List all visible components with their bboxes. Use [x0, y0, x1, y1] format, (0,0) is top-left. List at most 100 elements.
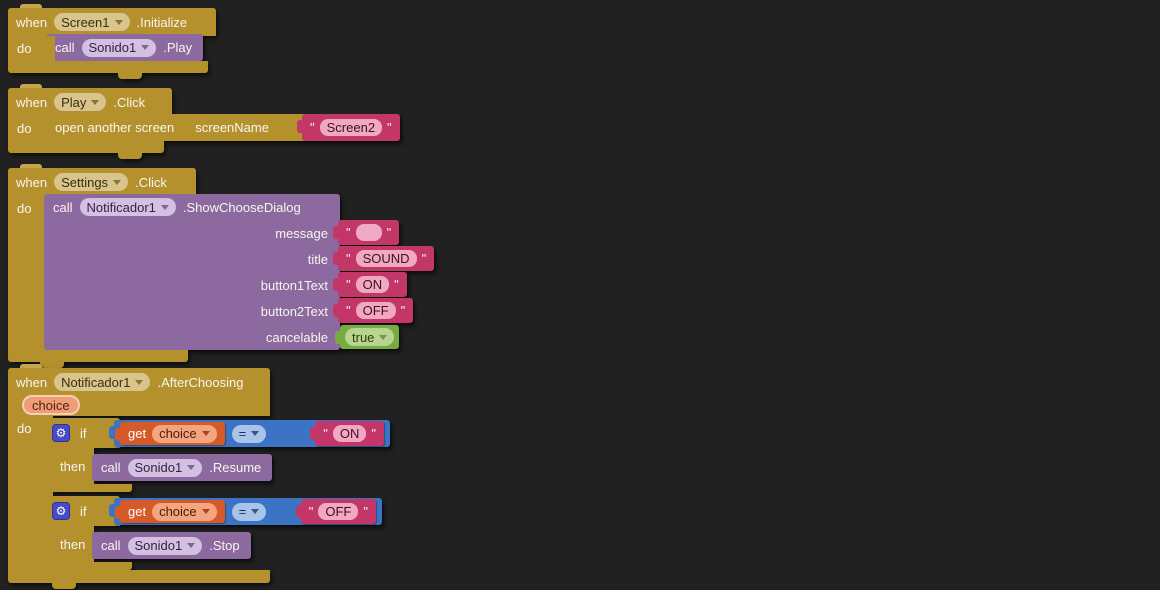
event-block-play-click[interactable]: when Play .Click open another screen scr… — [8, 84, 423, 170]
on-text-input[interactable]: ON — [332, 425, 367, 442]
screen2-text-input[interactable]: Screen2 — [319, 119, 383, 136]
text-block-screen2[interactable]: " Screen2 " — [297, 114, 400, 141]
text-block-off[interactable]: " OFF " — [295, 499, 376, 524]
open-another-screen-block[interactable]: open another screen screenName — [46, 114, 324, 141]
mutator-gear-icon[interactable]: ⚙ — [52, 502, 70, 520]
if-block-1-header[interactable]: ⚙ if — [44, 418, 120, 448]
play-dropdown[interactable]: Play — [54, 93, 107, 111]
button2text-param-row: button2Text — [44, 298, 340, 324]
top-notch — [20, 164, 42, 168]
dropdown-value: choice — [159, 504, 197, 519]
if-block-2-header[interactable]: ⚙ if — [44, 496, 120, 526]
on-text-input[interactable]: ON — [355, 276, 390, 293]
logic-true-block[interactable]: true — [334, 325, 400, 349]
when-header[interactable]: when Settings .Click — [8, 168, 196, 196]
block-footer — [8, 350, 188, 362]
then-label: then — [60, 458, 86, 474]
call-showchoosedialog-block[interactable]: call Notificador1 .ShowChooseDialog mess… — [44, 194, 340, 350]
get-choice-block[interactable]: get choice — [115, 500, 225, 523]
when-header[interactable]: when Screen1 .Initialize — [8, 8, 216, 36]
then-spine-1[interactable]: then — [44, 448, 94, 484]
open-quote: " — [346, 277, 351, 292]
event-block-screen1-initialize[interactable]: when Screen1 .Initialize call Sonido1 .P… — [8, 4, 223, 90]
call-label: call — [101, 460, 121, 475]
call-sonido1-resume-block[interactable]: call Sonido1 .Resume — [92, 454, 273, 481]
dropdown-arrow-icon — [141, 45, 150, 50]
dropdown-arrow-icon — [91, 99, 100, 105]
method-name-label: .Resume — [209, 460, 262, 475]
block-footer — [8, 570, 270, 583]
notificador1-dropdown[interactable]: Notificador1 — [79, 198, 176, 216]
true-dropdown[interactable]: true — [345, 328, 395, 346]
top-notch — [20, 4, 42, 8]
dropdown-arrow-icon — [160, 204, 169, 210]
dropdown-arrow-icon — [113, 179, 122, 185]
choice-dropdown[interactable]: choice — [152, 424, 217, 443]
close-quote: " — [363, 504, 368, 519]
sonido1-dropdown[interactable]: Sonido1 — [127, 458, 203, 477]
dropdown-arrow-icon — [187, 465, 196, 470]
settings-dropdown[interactable]: Settings — [54, 173, 129, 191]
do-label: do — [17, 201, 32, 216]
message-text-input[interactable] — [355, 224, 382, 241]
message-param-label: message — [275, 225, 328, 241]
sonido1-dropdown[interactable]: Sonido1 — [81, 38, 157, 57]
dropdown-arrow-icon — [114, 19, 123, 25]
dropdown-arrow-icon — [201, 431, 210, 436]
when-header[interactable]: when Notificador1 .AfterChoosing choice — [8, 368, 270, 416]
if-block-2-footer — [44, 562, 132, 570]
event-block-settings-click[interactable]: when Settings .Click do call Notificador… — [8, 164, 463, 373]
if-block-1-footer — [44, 484, 132, 492]
close-quote: " — [400, 303, 406, 318]
text-block-on[interactable]: " ON " — [310, 421, 384, 446]
open-quote: " — [308, 504, 314, 519]
dropdown-value: Play — [61, 94, 87, 110]
equals-operator-dropdown[interactable]: = — [231, 502, 267, 521]
get-choice-block[interactable]: get choice — [115, 422, 225, 445]
equals-comparison-block-1[interactable]: get choice = " ON " — [109, 420, 390, 447]
dropdown-value: Settings — [61, 174, 109, 190]
method-name-label: .Play — [163, 40, 193, 55]
equals-comparison-block-2[interactable]: get choice = " OFF " — [109, 498, 382, 525]
param-choice-badge[interactable]: choice — [22, 395, 80, 415]
off-text-input[interactable]: OFF — [318, 503, 359, 520]
text-block-off[interactable]: " OFF " — [332, 298, 414, 323]
close-quote: " — [394, 277, 399, 292]
message-param-row: message — [44, 220, 340, 246]
cancelable-param-row: cancelable — [44, 324, 340, 350]
open-screen-label: open another screen — [55, 120, 175, 135]
dropdown-value: Sonido1 — [134, 460, 183, 475]
mutator-gear-icon[interactable]: ⚙ — [52, 424, 70, 442]
sonido1-dropdown[interactable]: Sonido1 — [127, 536, 203, 555]
get-label: get — [128, 504, 147, 519]
choice-dropdown[interactable]: choice — [152, 502, 217, 521]
sound-text-input[interactable]: SOUND — [355, 250, 417, 267]
if-label: if — [80, 425, 87, 441]
do-label: do — [17, 41, 32, 56]
method-name-label: .Stop — [209, 538, 240, 553]
title-param-label: title — [307, 251, 328, 267]
event-block-notificador1-afterchoosing[interactable]: when Notificador1 .AfterChoosing choice … — [8, 364, 393, 590]
bottom-connector-tab — [118, 153, 142, 159]
off-text-input[interactable]: OFF — [355, 302, 396, 319]
text-block-message-empty[interactable]: " " — [332, 220, 400, 245]
notificador1-dropdown[interactable]: Notificador1 — [54, 373, 151, 391]
equals-operator-dropdown[interactable]: = — [231, 424, 267, 443]
button1text-param-row: button1Text — [44, 272, 340, 298]
dropdown-arrow-icon — [135, 379, 144, 385]
open-quote: " — [346, 303, 351, 318]
text-block-sound[interactable]: " SOUND " — [332, 246, 435, 271]
then-spine-2[interactable]: then — [44, 526, 94, 562]
text-block-on[interactable]: " ON " — [333, 272, 407, 297]
call-sonido1-play-block[interactable]: call Sonido1 .Play — [46, 34, 204, 61]
call-sonido1-stop-block[interactable]: call Sonido1 .Stop — [92, 532, 251, 559]
open-quote: " — [346, 225, 351, 240]
when-header[interactable]: when Play .Click — [8, 88, 172, 116]
open-quote: " — [323, 426, 328, 441]
title-param-row: title — [44, 246, 340, 272]
dropdown-arrow-icon — [379, 334, 388, 340]
event-name-label: .Initialize — [136, 14, 188, 30]
screen1-dropdown[interactable]: Screen1 — [54, 13, 130, 31]
dropdown-arrow-icon — [251, 509, 260, 514]
